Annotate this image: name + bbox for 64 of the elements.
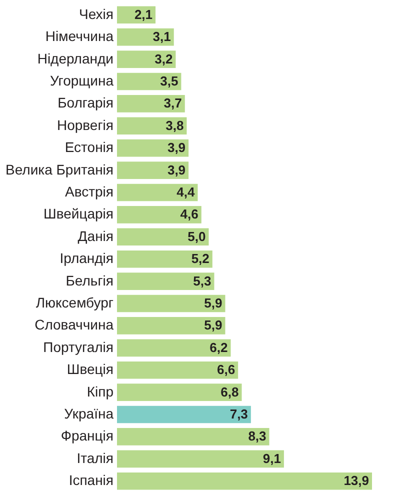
y-tick-label: Франція [60,428,114,444]
y-tick-label: Іспанія [68,472,114,488]
data-label: 8,3 [248,428,266,444]
data-label: 13,9 [344,473,369,488]
bar [117,272,214,290]
bar [117,117,187,135]
data-label: 3,8 [166,118,184,133]
data-label: 5,9 [204,296,222,311]
y-tick-label: Італія [76,450,114,466]
y-tick-label: Німеччина [45,28,114,44]
bar [117,317,226,334]
bar [117,361,238,379]
bar [117,206,202,224]
data-label: 3,1 [152,29,171,44]
y-tick-label: Люксембург [36,294,114,311]
bar [117,250,212,268]
data-label: 3,2 [154,51,173,66]
y-tick-label: Норвегія [56,116,114,133]
y-tick-label: Велика Британія [5,161,114,178]
y-tick-label: Швейцарія [44,206,114,222]
y-tick-label: Угорщина [50,72,114,88]
data-label: 7,3 [230,406,248,422]
bar [117,95,185,112]
data-label: 6,2 [210,340,228,355]
y-tick-label: Кіпр [86,383,114,400]
y-tick-label: Словаччина [34,316,114,333]
y-tick-label: Естонія [64,139,114,156]
bar [117,139,189,157]
y-tick-label: Бельгія [66,272,114,288]
data-label: 3,5 [160,73,178,88]
data-label: 5,9 [204,318,222,333]
bar [117,384,242,401]
data-label: 6,8 [220,384,239,400]
data-label: 3,7 [164,96,182,111]
bar [117,450,284,468]
y-tick-label: Португалія [43,338,114,355]
bar [117,162,189,179]
data-label: 9,1 [262,450,281,466]
y-tick-label: Ірландія [60,250,114,266]
data-label: 5,2 [191,251,210,266]
bar [117,184,198,202]
data-label: 3,9 [167,140,186,156]
data-label: 6,6 [217,362,236,378]
bar [117,50,176,68]
bar [117,294,226,312]
y-tick-label: Швеція [66,361,114,378]
data-label: 5,3 [193,273,212,288]
y-tick-label: Нідерланди [37,50,114,66]
bar [117,428,270,446]
bar [117,339,231,357]
y-tick-label: Данія [78,228,114,244]
y-tick-label: Україна [64,406,114,422]
data-label: 5,0 [188,228,206,244]
bar [117,472,372,490]
y-tick-label: Чехія [78,6,114,22]
y-tick-label: Болгарія [58,94,114,111]
data-label: 4,4 [176,184,196,200]
bar [117,28,174,46]
y-tick-label: Австрія [64,183,114,200]
bar [117,406,251,424]
bar [117,228,209,246]
data-label: 3,9 [167,162,186,178]
data-label: 2,1 [134,6,153,22]
data-label: 4,6 [180,206,198,222]
